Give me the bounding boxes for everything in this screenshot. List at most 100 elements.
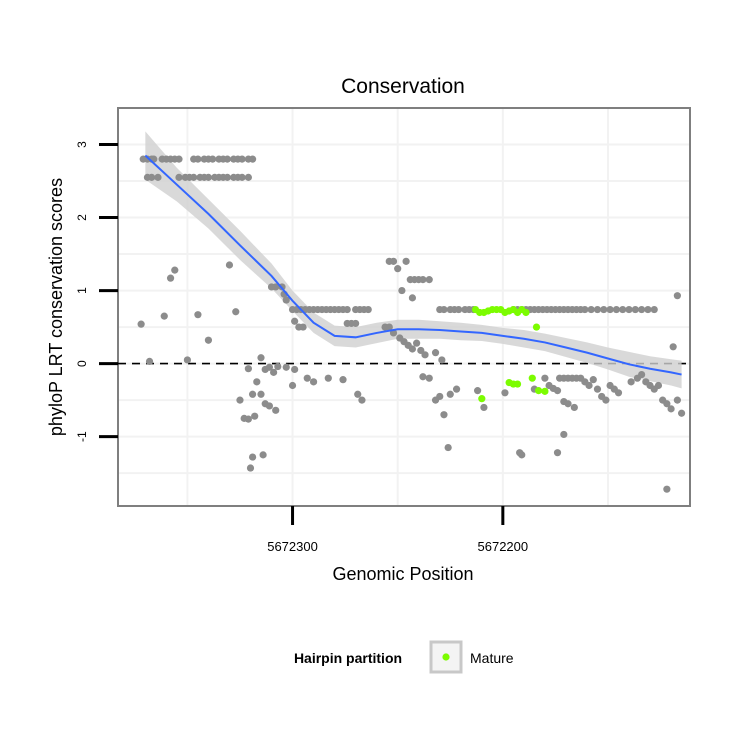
point-other xyxy=(288,381,297,390)
point-other xyxy=(265,363,274,371)
point-other xyxy=(244,173,252,181)
point-other xyxy=(614,389,623,397)
point-other xyxy=(303,374,311,382)
point-other xyxy=(225,261,234,269)
point-other xyxy=(501,389,509,397)
point-other xyxy=(274,362,282,371)
x-tick-label: 5672300 xyxy=(267,539,318,554)
y-axis-label: phyloP LRT conservation scores xyxy=(46,178,66,436)
point-other xyxy=(209,155,217,163)
point-other xyxy=(663,485,671,493)
point-other xyxy=(436,392,444,401)
point-other xyxy=(244,415,252,423)
point-other xyxy=(455,305,463,314)
point-other xyxy=(446,390,454,398)
legend-key-mature-icon xyxy=(442,653,450,661)
point-other xyxy=(291,317,299,325)
point-other xyxy=(408,345,417,353)
point-other xyxy=(474,387,482,395)
plot-frame xyxy=(117,107,691,507)
point-other xyxy=(581,305,589,314)
point-other xyxy=(431,349,440,357)
point-other xyxy=(669,343,677,351)
point-other xyxy=(585,381,593,390)
point-other xyxy=(282,296,290,304)
point-other xyxy=(324,374,332,382)
point-other xyxy=(541,374,549,382)
point-other xyxy=(257,354,265,362)
point-other xyxy=(564,400,572,408)
point-mature xyxy=(528,374,536,382)
point-other xyxy=(171,266,179,274)
point-other xyxy=(248,390,257,398)
point-other xyxy=(175,173,183,181)
point-other xyxy=(244,365,252,373)
point-other xyxy=(238,155,246,163)
point-other xyxy=(638,370,646,379)
point-other xyxy=(166,274,175,282)
point-other xyxy=(248,155,257,163)
point-other xyxy=(394,265,402,273)
point-other xyxy=(452,385,461,393)
point-mature xyxy=(478,395,486,403)
smooth-trend-line xyxy=(144,154,682,376)
point-other xyxy=(444,443,452,452)
point-other xyxy=(223,155,231,163)
point-other xyxy=(419,276,427,284)
point-other xyxy=(612,305,620,314)
point-other xyxy=(309,378,318,386)
point-other xyxy=(600,305,608,314)
point-other xyxy=(553,449,562,457)
point-other xyxy=(385,323,393,331)
point-other xyxy=(480,403,488,412)
point-other xyxy=(253,378,261,386)
point-other xyxy=(265,402,274,410)
legend-title: Hairpin partition xyxy=(294,650,402,666)
point-other xyxy=(663,400,671,408)
point-mature xyxy=(532,323,541,331)
point-other xyxy=(272,406,280,414)
point-other xyxy=(154,173,162,181)
point-other xyxy=(183,356,191,364)
point-other xyxy=(257,390,265,398)
point-other xyxy=(421,351,429,359)
point-other xyxy=(560,430,568,439)
point-other xyxy=(644,305,652,314)
point-other xyxy=(238,173,246,181)
y-axis: -1 0 1 2 3 xyxy=(75,141,118,442)
point-other xyxy=(190,173,198,181)
x-tick-label: 5672200 xyxy=(478,539,529,554)
x-axis-label: Genomic Position xyxy=(332,564,473,584)
point-other xyxy=(650,305,658,314)
y-tick-label: 1 xyxy=(75,287,89,294)
point-other xyxy=(364,305,372,314)
point-other xyxy=(236,396,244,404)
point-other xyxy=(232,308,240,316)
point-other xyxy=(160,312,168,320)
point-other xyxy=(667,405,675,413)
point-other xyxy=(352,319,360,328)
point-other xyxy=(589,376,597,384)
point-other xyxy=(251,412,259,420)
point-other xyxy=(625,305,633,314)
point-other xyxy=(518,451,526,459)
data-points xyxy=(137,155,686,493)
point-mature xyxy=(513,380,522,388)
point-other xyxy=(593,305,602,314)
point-other xyxy=(194,311,202,319)
point-other xyxy=(425,374,433,382)
point-other xyxy=(223,173,231,181)
legend-entry-mature: Mature xyxy=(470,650,514,666)
point-other xyxy=(248,453,257,461)
point-other xyxy=(339,376,347,384)
legend: Hairpin partition Mature xyxy=(294,640,514,674)
point-other xyxy=(145,357,154,366)
point-other xyxy=(272,283,280,291)
y-tick-label: 2 xyxy=(75,214,89,221)
point-mature xyxy=(534,387,543,395)
point-other xyxy=(354,390,362,398)
point-other xyxy=(194,155,202,163)
point-other xyxy=(246,464,255,472)
point-other xyxy=(619,305,627,314)
